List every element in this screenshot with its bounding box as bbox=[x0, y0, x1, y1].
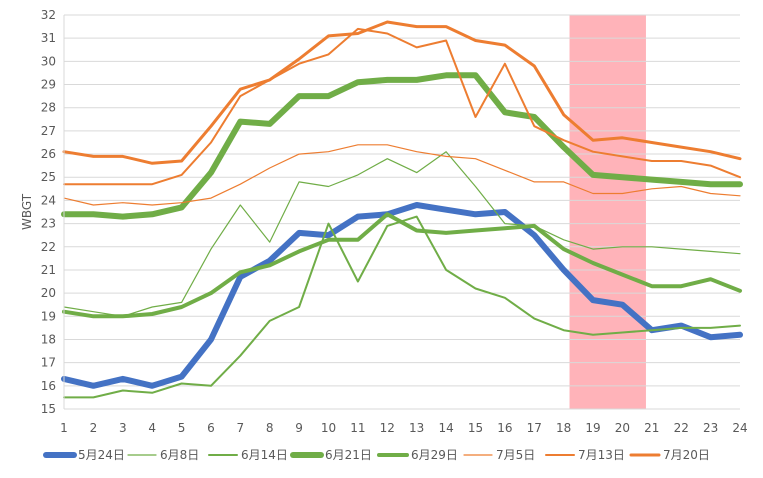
series-line-7 bbox=[62, 20, 742, 165]
x-tick-label: 19 bbox=[585, 421, 600, 435]
highlight-band bbox=[569, 15, 646, 409]
x-tick-label: 11 bbox=[350, 421, 365, 435]
y-axis-label: WBGT bbox=[20, 193, 34, 230]
legend-label: 6月21日 bbox=[325, 448, 372, 462]
series-line-5 bbox=[63, 144, 741, 206]
x-tick-label: 22 bbox=[674, 421, 689, 435]
x-tick-label: 13 bbox=[409, 421, 424, 435]
y-tick-label: 32 bbox=[41, 8, 56, 22]
x-tick-label: 20 bbox=[615, 421, 630, 435]
y-tick-label: 18 bbox=[41, 332, 56, 346]
y-tick-label: 15 bbox=[41, 402, 56, 416]
series-line-3 bbox=[61, 72, 743, 220]
y-tick-label: 28 bbox=[41, 101, 56, 115]
x-tick-label: 18 bbox=[556, 421, 571, 435]
legend-label: 6月14日 bbox=[241, 448, 288, 462]
highlight-band-layer bbox=[569, 15, 646, 409]
legend-label: 5月24日 bbox=[78, 448, 125, 462]
legend-label: 7月20日 bbox=[663, 448, 710, 462]
x-tick-label: 7 bbox=[237, 421, 245, 435]
legend: 5月24日 6月8日 6月14日 6月21日 6月29日 7月5日 7月13日 7月20日 bbox=[43, 448, 710, 462]
series-line-0 bbox=[61, 202, 743, 389]
y-tick-label: 24 bbox=[41, 193, 56, 207]
y-tick-label: 31 bbox=[41, 31, 56, 45]
x-tick-label: 14 bbox=[438, 421, 453, 435]
x-tick-label: 12 bbox=[380, 421, 395, 435]
y-tick-label: 21 bbox=[41, 263, 56, 277]
x-tick-label: 24 bbox=[732, 421, 747, 435]
y-tick-label: 30 bbox=[41, 54, 56, 68]
x-tick-label: 10 bbox=[321, 421, 336, 435]
y-tick-label: 16 bbox=[41, 379, 56, 393]
y-tick-label: 20 bbox=[41, 286, 56, 300]
x-tick-label: 2 bbox=[90, 421, 98, 435]
series-lines bbox=[61, 20, 743, 399]
legend-label: 7月13日 bbox=[578, 448, 625, 462]
x-tick-label: 9 bbox=[295, 421, 303, 435]
x-tick-label: 1 bbox=[60, 421, 68, 435]
y-tick-label: 26 bbox=[41, 147, 56, 161]
x-tick-label: 8 bbox=[266, 421, 274, 435]
x-tick-label: 23 bbox=[703, 421, 718, 435]
x-tick-label: 16 bbox=[497, 421, 512, 435]
y-tick-label: 25 bbox=[41, 170, 56, 184]
y-tick-label: 23 bbox=[41, 217, 56, 231]
series-line-4 bbox=[62, 212, 742, 319]
series-line-6 bbox=[63, 27, 741, 186]
x-tick-label: 21 bbox=[644, 421, 659, 435]
y-tick-label: 22 bbox=[41, 240, 56, 254]
x-tick-label: 15 bbox=[468, 421, 483, 435]
y-tick-label: 19 bbox=[41, 309, 56, 323]
x-tick-label: 4 bbox=[148, 421, 156, 435]
y-tick-label: 17 bbox=[41, 356, 56, 370]
y-tick-label: 27 bbox=[41, 124, 56, 138]
x-tick-label: 6 bbox=[207, 421, 215, 435]
y-tick-label: 29 bbox=[41, 78, 56, 92]
legend-label: 6月29日 bbox=[411, 448, 458, 462]
x-tick-label: 17 bbox=[527, 421, 542, 435]
series-line-1 bbox=[63, 151, 741, 317]
x-tick-label: 3 bbox=[119, 421, 127, 435]
legend-label: 7月5日 bbox=[496, 448, 535, 462]
x-tick-label: 5 bbox=[178, 421, 186, 435]
legend-label: 6月8日 bbox=[160, 448, 199, 462]
